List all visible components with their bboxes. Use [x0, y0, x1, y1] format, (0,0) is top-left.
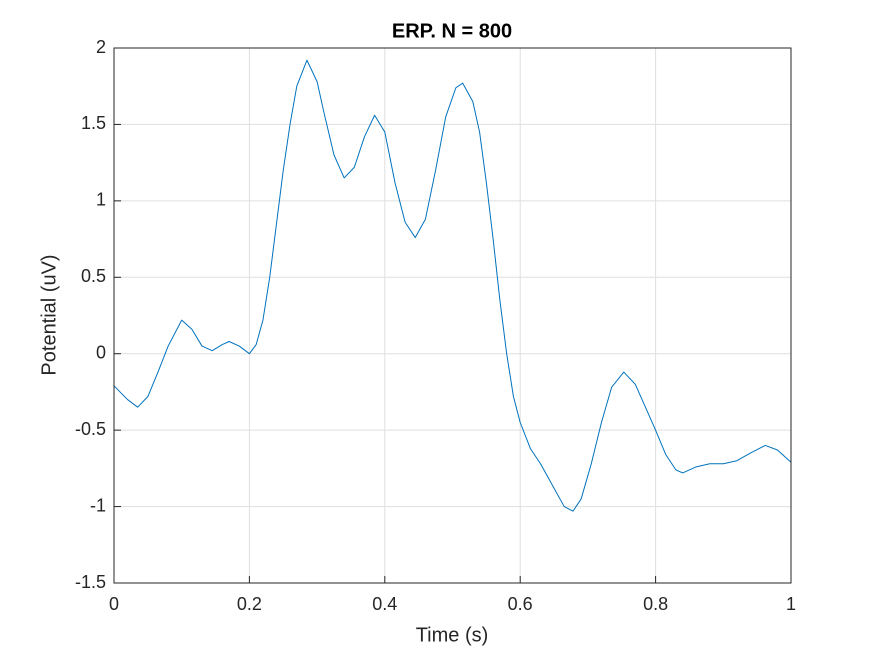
line-series — [113, 59, 792, 512]
x-axis-label: Time (s) — [416, 624, 489, 646]
x-tick-label: 1 — [786, 594, 796, 614]
y-tick-label: 0 — [96, 342, 106, 362]
x-tick-label: 0.4 — [372, 594, 397, 614]
y-tick-label: 1.5 — [81, 113, 106, 133]
plot — [113, 59, 792, 512]
x-tick-label: 0.2 — [237, 594, 262, 614]
y-axis-label: Potential (uV) — [38, 254, 60, 375]
y-tick-label: 1 — [96, 190, 106, 210]
y-tick-label: -1 — [90, 495, 106, 515]
x-tick-label: 0 — [109, 594, 119, 614]
axes-box — [113, 47, 792, 584]
y-tick-label: 0.5 — [81, 266, 106, 286]
y-tick-label: -0.5 — [75, 419, 106, 439]
x-tick-label: 0.6 — [508, 594, 533, 614]
y-tick-label: -1.5 — [75, 572, 106, 592]
y-tick-label: 2 — [96, 37, 106, 57]
chart-title: ERP. N = 800 — [392, 20, 512, 42]
x-tick-label: 0.8 — [643, 594, 668, 614]
